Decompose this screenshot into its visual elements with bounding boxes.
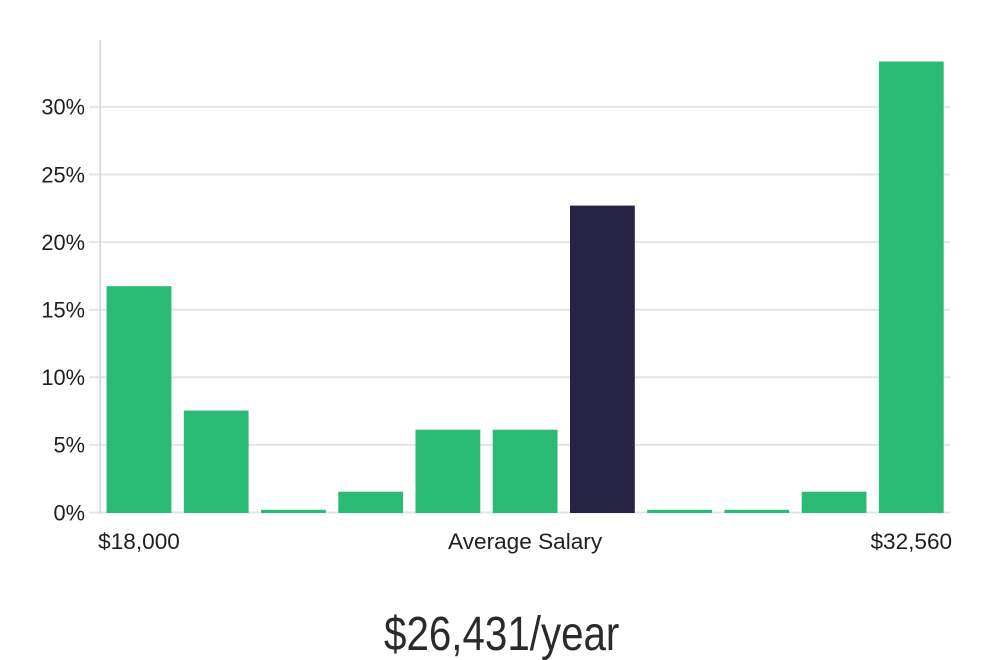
- svg-text:$26,431/year: $26,431/year: [384, 608, 620, 660]
- svg-text:10%: 10%: [41, 365, 85, 390]
- svg-text:Average Salary: Average Salary: [448, 529, 603, 554]
- svg-text:20%: 20%: [41, 230, 85, 255]
- svg-text:$18,000: $18,000: [98, 529, 180, 554]
- svg-text:0%: 0%: [53, 500, 85, 525]
- svg-text:30%: 30%: [41, 95, 85, 120]
- svg-text:15%: 15%: [41, 298, 85, 323]
- svg-text:25%: 25%: [41, 162, 85, 187]
- svg-text:$32,560: $32,560: [870, 529, 952, 554]
- svg-text:5%: 5%: [53, 433, 85, 458]
